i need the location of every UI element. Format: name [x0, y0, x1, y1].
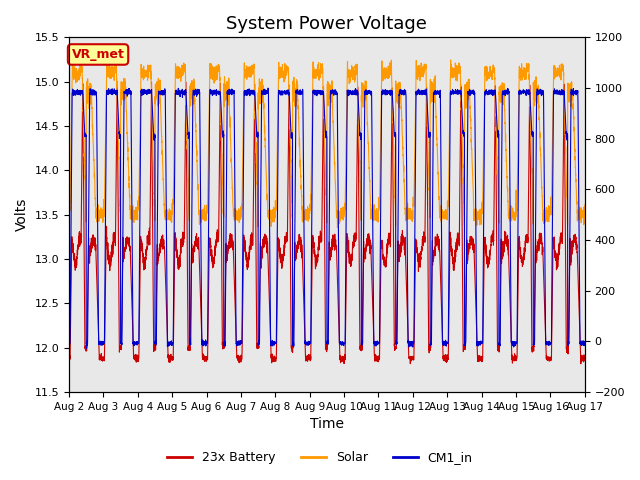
Line: Solar: Solar [69, 60, 585, 228]
Solar [65, 197, 73, 203]
CM1_in [83, 346, 90, 351]
Line: CM1_in: CM1_in [69, 88, 585, 348]
CM1_in [65, 340, 73, 346]
23x Battery [442, 353, 450, 359]
Y-axis label: Volts: Volts [15, 198, 29, 231]
CM1_in [580, 338, 588, 344]
23x Battery [182, 79, 190, 85]
Solar [447, 57, 454, 63]
Solar [581, 202, 589, 208]
Line: 23x Battery: 23x Battery [69, 82, 585, 364]
Solar [414, 72, 422, 78]
23x Battery [577, 361, 585, 367]
23x Battery [580, 353, 588, 359]
23x Battery [308, 306, 316, 312]
23x Battery [158, 237, 166, 242]
CM1_in [264, 85, 272, 91]
23x Battery [414, 250, 422, 256]
23x Battery [472, 293, 479, 299]
CM1_in [308, 240, 316, 246]
CM1_in [414, 89, 422, 95]
Text: VR_met: VR_met [72, 48, 125, 61]
X-axis label: Time: Time [310, 418, 344, 432]
Solar [580, 209, 588, 215]
23x Battery [65, 355, 73, 360]
Solar [307, 168, 315, 174]
Legend: 23x Battery, Solar, CM1_in: 23x Battery, Solar, CM1_in [163, 446, 477, 469]
Solar [333, 225, 341, 230]
CM1_in [158, 88, 166, 94]
Title: System Power Voltage: System Power Voltage [227, 15, 428, 33]
CM1_in [581, 340, 589, 346]
Solar [472, 212, 479, 218]
23x Battery [581, 355, 589, 361]
CM1_in [442, 341, 450, 347]
Solar [158, 133, 166, 139]
Solar [442, 209, 450, 215]
CM1_in [472, 197, 479, 203]
